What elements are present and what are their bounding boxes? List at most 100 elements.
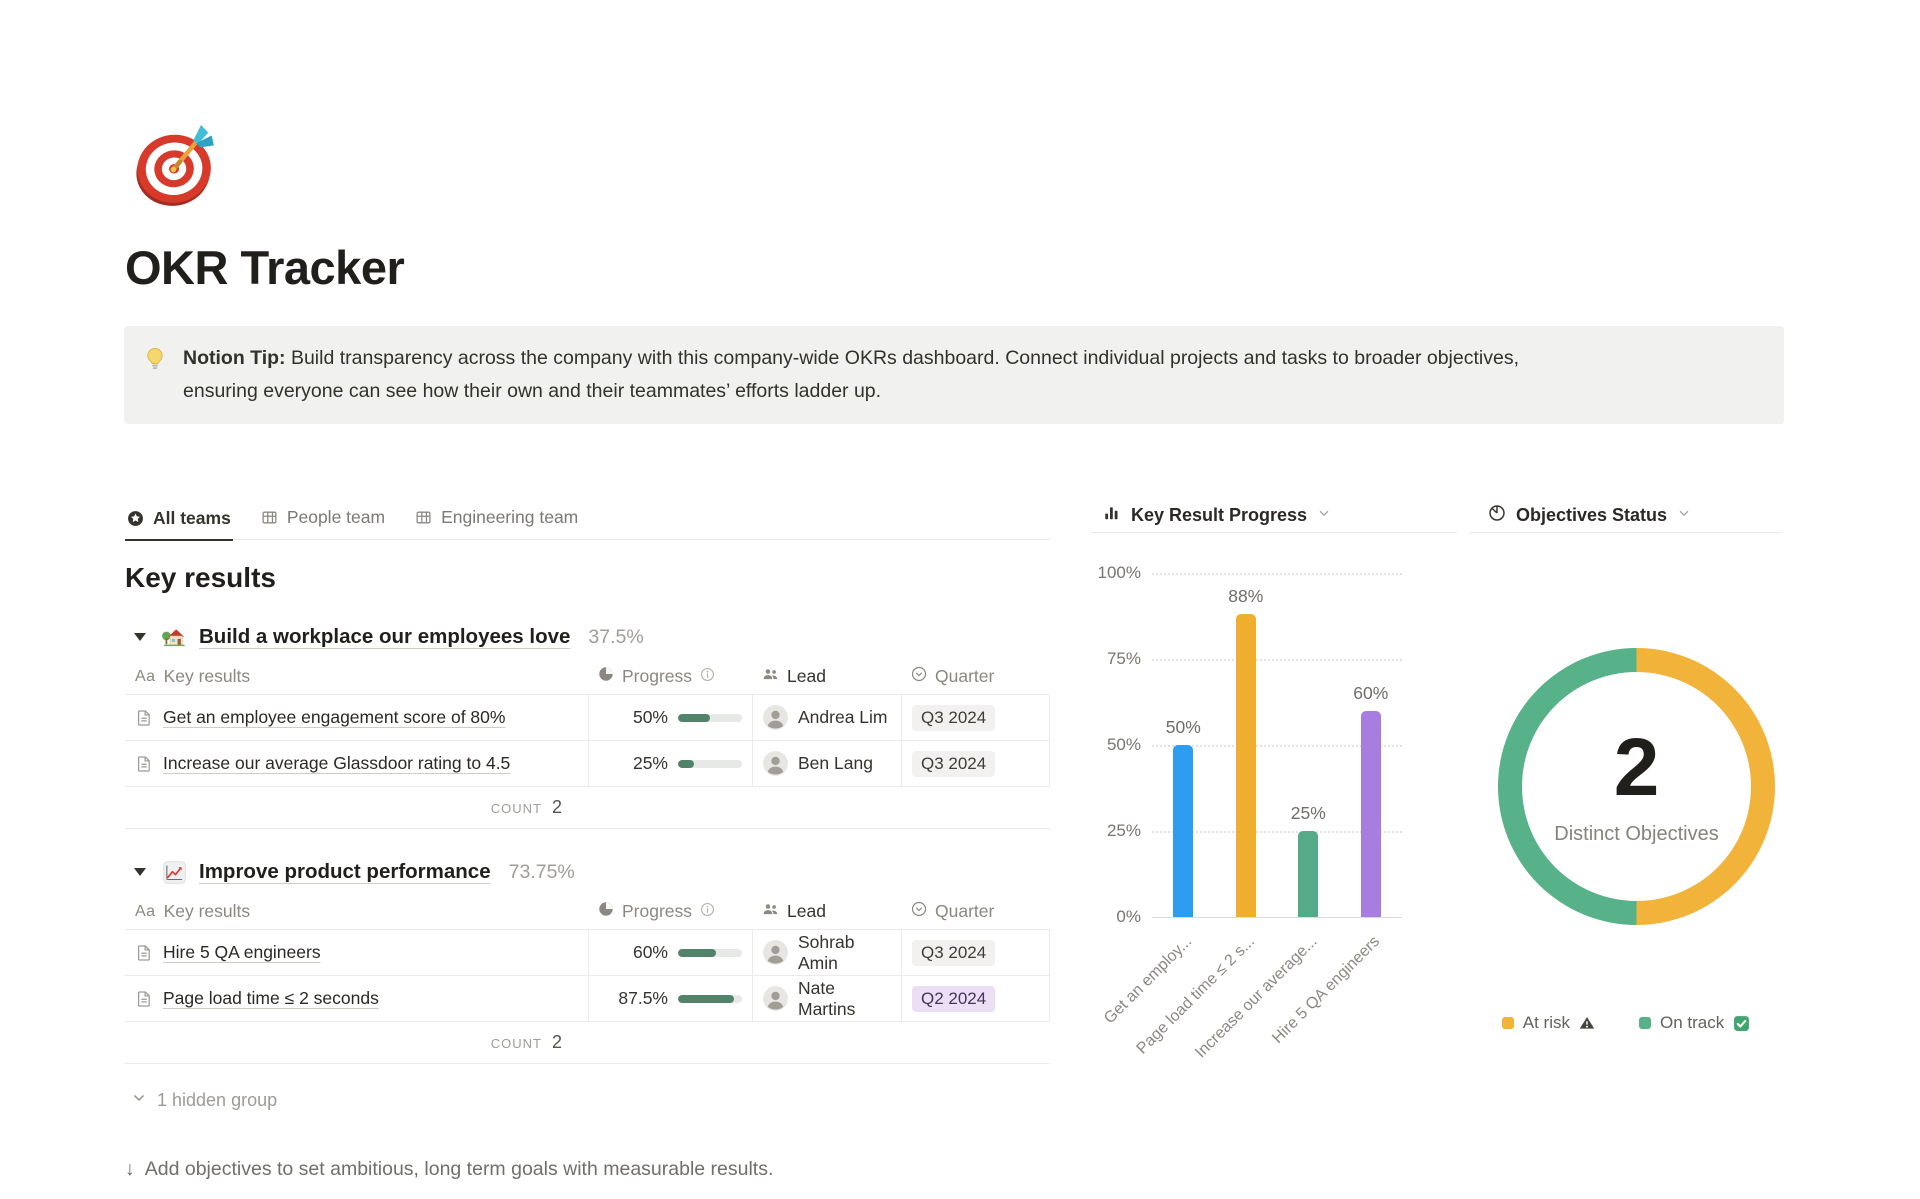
tab-engineering-team[interactable]: Engineering team xyxy=(413,500,580,539)
column-key-results[interactable]: Aa Key results xyxy=(135,666,251,686)
page-doc-icon xyxy=(135,709,153,727)
objective-link[interactable]: Build a workplace our employees love xyxy=(199,625,571,648)
collapse-toggle-icon[interactable] xyxy=(131,633,149,641)
bar[interactable]: 50% xyxy=(1166,717,1201,917)
legend-label: At risk xyxy=(1522,1013,1570,1032)
table-view-icon xyxy=(415,509,432,526)
house-with-garden-emoji xyxy=(161,624,187,650)
y-tick: 50% xyxy=(1106,735,1141,754)
key-result-link[interactable]: Page load time ≤ 2 seconds xyxy=(163,988,379,1008)
people-icon xyxy=(762,666,779,688)
objective-percent: 37.5% xyxy=(588,625,644,648)
quarter-tag[interactable]: Q3 2024 xyxy=(912,704,996,731)
tab-label: All teams xyxy=(153,508,231,528)
collapse-toggle-icon[interactable] xyxy=(131,868,149,876)
column-lead[interactable]: Lead xyxy=(752,659,901,694)
chart-increasing-emoji xyxy=(161,859,187,885)
people-icon xyxy=(762,901,779,923)
page-icon-target-emoji[interactable] xyxy=(126,110,228,212)
table-header-row: Aa Key results Progress Lead xyxy=(125,894,1050,930)
y-tick: 25% xyxy=(1106,821,1141,840)
lead-name: Nate Martins xyxy=(798,977,856,1019)
legend-item-on-track[interactable]: On track xyxy=(1638,1013,1750,1033)
bar-chart-icon xyxy=(1103,504,1121,527)
gridline xyxy=(1152,831,1402,833)
quarter-tag[interactable]: Q2 2024 xyxy=(912,985,996,1012)
tab-people-team[interactable]: People team xyxy=(259,500,387,539)
footer-hint: ↓ Add objectives to set ambitious, long … xyxy=(125,1158,773,1181)
tab-label: People team xyxy=(286,507,386,527)
objective-group-1: Build a workplace our employees love 37.… xyxy=(125,621,1050,829)
progress-bar xyxy=(678,713,742,722)
progress-bar xyxy=(678,994,742,1003)
x-axis-label: Increase our average... xyxy=(1191,933,1321,1062)
key-result-link[interactable]: Increase our average Glassdoor rating to… xyxy=(163,753,511,773)
bar-value-label: 50% xyxy=(1165,717,1201,737)
quarter-tag[interactable]: Q3 2024 xyxy=(912,750,996,777)
page-doc-icon xyxy=(135,755,153,773)
info-icon[interactable] xyxy=(700,901,715,922)
key-result-link[interactable]: Get an employee engagement score of 80% xyxy=(163,707,506,727)
quarter-tag[interactable]: Q3 2024 xyxy=(912,939,996,966)
column-quarter[interactable]: Quarter xyxy=(901,659,1050,694)
chevron-down-icon xyxy=(131,1090,147,1111)
objective-link[interactable]: Improve product performance xyxy=(199,860,491,883)
gridline xyxy=(1152,745,1402,747)
column-key-results[interactable]: Aa Key results xyxy=(135,901,251,921)
tab-all-teams[interactable]: All teams xyxy=(125,500,233,541)
chevron-down-icon xyxy=(1677,506,1691,525)
lead-name: Ben Lang xyxy=(798,753,873,773)
progress-value: 50% xyxy=(632,707,668,727)
y-tick: 0% xyxy=(1116,907,1141,926)
notion-tip-callout: Notion Tip: Build transparency across th… xyxy=(124,326,1784,424)
key-result-row[interactable]: Hire 5 QA engineers 60% Sohrab Amin Q3 2… xyxy=(125,930,1050,976)
x-axis-label: Hire 5 QA engineers xyxy=(1268,933,1383,1047)
x-axis-label: Page load time ≤ 2 s... xyxy=(1133,933,1258,1058)
key-result-link[interactable]: Hire 5 QA engineers xyxy=(163,942,321,962)
progress-value: 87.5% xyxy=(618,988,668,1008)
donut-chart[interactable]: 2 Distinct Objectives xyxy=(1498,648,1775,925)
column-lead[interactable]: Lead xyxy=(752,894,901,929)
legend-item-at-risk[interactable]: At risk xyxy=(1501,1013,1595,1033)
hidden-group-toggle[interactable]: 1 hidden group xyxy=(125,1090,1050,1111)
key-result-progress-chart-block: Key Result Progress 100% 75% 50% 25% 0% … xyxy=(1091,500,1457,1061)
page-doc-icon xyxy=(135,990,153,1008)
chart-title: Key Result Progress xyxy=(1131,504,1308,525)
count-label: COUNT xyxy=(490,801,542,816)
bar[interactable]: 25% xyxy=(1291,803,1326,917)
bar-group: 60% Hire 5 QA engineers xyxy=(1269,573,1403,1047)
bar[interactable]: 60% xyxy=(1353,683,1388,917)
column-progress[interactable]: Progress xyxy=(588,659,752,694)
donut-center: 2 Distinct Objectives xyxy=(1522,672,1751,901)
bars: 50% Get an employ... 88% Page load time … xyxy=(1101,573,1403,1061)
legend-swatch xyxy=(1501,1017,1514,1029)
key-result-row[interactable]: Page load time ≤ 2 seconds 87.5% Nate Ma… xyxy=(125,976,1050,1022)
select-property-icon xyxy=(911,901,927,922)
bar-value-label: 25% xyxy=(1290,803,1326,823)
avatar xyxy=(763,986,788,1011)
page-title: OKR Tracker xyxy=(125,241,405,294)
bar[interactable]: 88% xyxy=(1228,586,1263,917)
progress-rollup-icon xyxy=(598,901,614,922)
count-value: 2 xyxy=(551,797,562,817)
count-label: COUNT xyxy=(490,1036,542,1051)
bar-value-label: 88% xyxy=(1228,586,1264,607)
avatar xyxy=(763,751,788,776)
chart-header[interactable]: Key Result Progress xyxy=(1091,500,1457,533)
chart-header[interactable]: Objectives Status xyxy=(1470,500,1782,533)
column-quarter[interactable]: Quarter xyxy=(901,894,1050,929)
legend-swatch xyxy=(1638,1017,1651,1029)
lead-name: Sohrab Amin xyxy=(798,931,855,973)
lightbulb-icon xyxy=(142,346,168,377)
info-icon[interactable] xyxy=(700,666,715,687)
objective-group-2: Improve product performance 73.75% Aa Ke… xyxy=(125,856,1050,1064)
column-progress[interactable]: Progress xyxy=(588,894,752,929)
group-header: Build a workplace our employees love 37.… xyxy=(125,621,1050,653)
table-view-icon xyxy=(261,509,278,526)
bar-value-label: 60% xyxy=(1353,682,1389,703)
chevron-down-icon xyxy=(1317,506,1331,525)
objective-percent: 73.75% xyxy=(508,860,575,883)
key-result-row[interactable]: Get an employee engagement score of 80% … xyxy=(125,695,1050,741)
key-result-row[interactable]: Increase our average Glassdoor rating to… xyxy=(125,741,1050,787)
